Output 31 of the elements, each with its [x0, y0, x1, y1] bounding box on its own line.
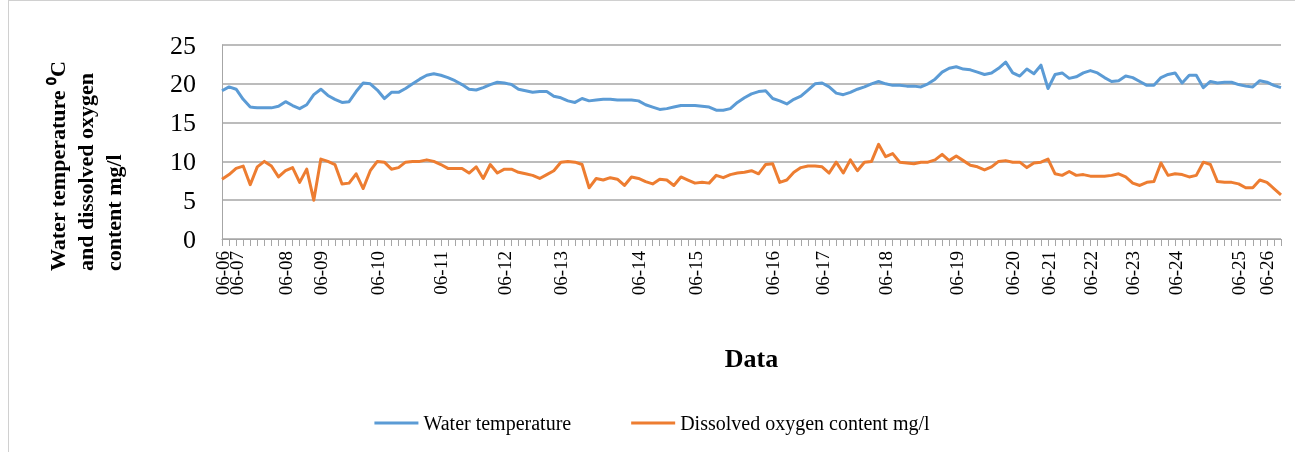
y-tick-label: 0	[183, 224, 196, 254]
x-tick-label: 06-09	[310, 251, 332, 296]
y-tick-label: 10	[170, 146, 196, 176]
x-tick-label: 06-12	[493, 251, 515, 296]
y-tick-label: 20	[170, 69, 196, 99]
legend-label: Dissolved oxygen content mg/l	[680, 412, 931, 435]
x-tick-label: 06-15	[684, 251, 706, 296]
x-tick-label: 06-25	[1228, 251, 1250, 296]
x-tick-label: 06-11	[430, 251, 452, 295]
x-tick-label: 06-14	[628, 250, 650, 296]
legend-label: Water temperature	[423, 412, 572, 435]
x-tick-label: 06-19	[945, 251, 967, 296]
y-tick-label: 25	[170, 30, 196, 60]
x-tick-label: 06-13	[550, 251, 572, 296]
line-series	[220, 60, 1283, 112]
x-tick-label: 06-23	[1122, 251, 1144, 296]
x-tick-label: 06-21	[1037, 251, 1059, 296]
y-tick-label: 15	[170, 108, 196, 138]
x-tick-label: 06-18	[875, 251, 897, 296]
x-tick-label: 06-20	[1002, 251, 1024, 296]
line-series	[220, 142, 1283, 202]
x-tick-label: 06-16	[762, 251, 784, 296]
x-axis-title: Data	[724, 343, 779, 373]
x-tick-label: 06-22	[1079, 251, 1101, 296]
x-tick-label: 06-17	[811, 251, 833, 296]
x-tick-label: 06-08	[275, 251, 297, 296]
x-tick-label: 06-24	[1164, 250, 1186, 296]
y-axis-title: Water temperature ⁰C and dissolved oxygen content mg/l	[44, 55, 126, 271]
x-tick-label: 06-26	[1256, 251, 1278, 296]
y-tick-label: 5	[183, 185, 196, 215]
x-tick-label: 06-10	[366, 251, 388, 296]
